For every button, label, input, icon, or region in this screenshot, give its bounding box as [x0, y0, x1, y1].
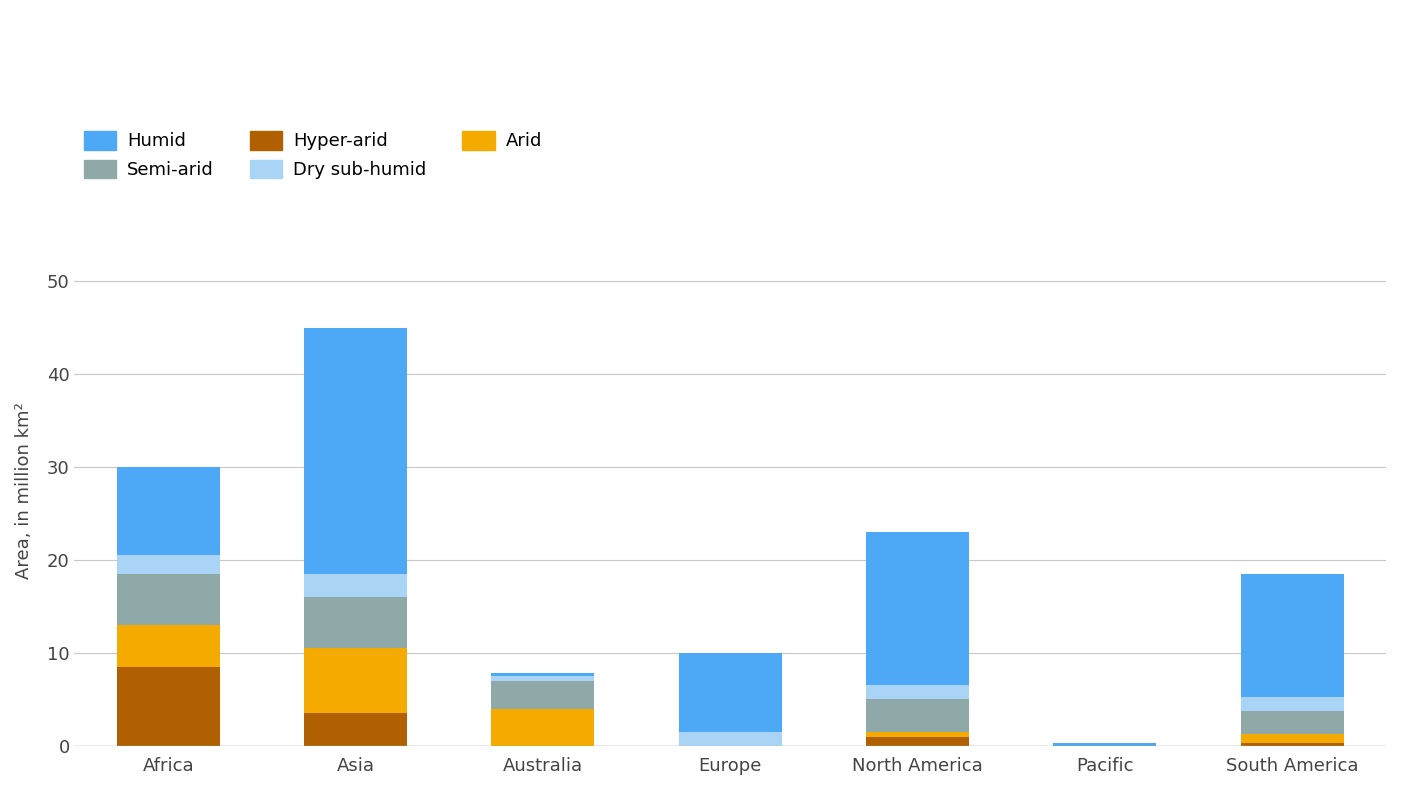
Bar	[492, 709, 594, 746]
Bar	[304, 713, 408, 746]
Bar	[866, 532, 969, 686]
Bar	[304, 597, 408, 649]
Y-axis label: Area, in million km²: Area, in million km²	[15, 402, 34, 578]
Bar	[304, 328, 408, 574]
Legend: Humid, Semi-arid, Hyper-arid, Dry sub-humid, Arid: Humid, Semi-arid, Hyper-arid, Dry sub-hu…	[84, 131, 542, 179]
Bar	[1241, 574, 1344, 697]
Bar	[492, 673, 594, 676]
Bar	[1241, 743, 1344, 746]
Bar	[678, 732, 782, 746]
Bar	[116, 667, 220, 746]
Bar	[866, 686, 969, 699]
Bar	[304, 649, 408, 713]
Bar	[1054, 743, 1156, 746]
Bar	[116, 574, 220, 625]
Bar	[1241, 697, 1344, 710]
Bar	[1241, 710, 1344, 734]
Bar	[116, 625, 220, 667]
Bar	[492, 676, 594, 681]
Bar	[304, 574, 408, 597]
Bar	[866, 699, 969, 732]
Bar	[678, 653, 782, 732]
Bar	[116, 467, 220, 555]
Bar	[116, 555, 220, 574]
Bar	[866, 736, 969, 746]
Bar	[1241, 734, 1344, 743]
Bar	[866, 732, 969, 736]
Bar	[492, 681, 594, 709]
